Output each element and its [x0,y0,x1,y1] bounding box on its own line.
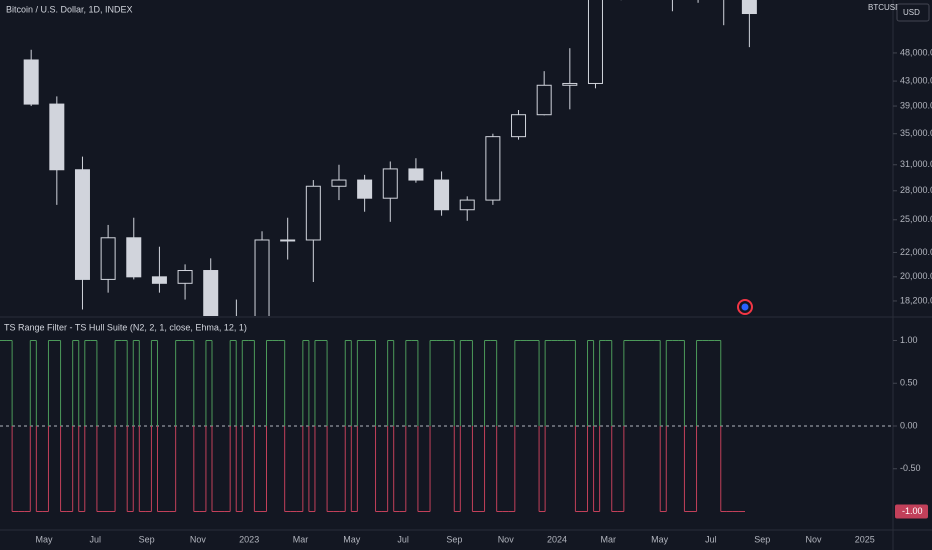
y-tick-label: 1.00 [900,335,918,345]
candle-body [741,0,757,15]
candle-body [23,59,39,105]
y-tick-label: -0.50 [900,463,921,473]
x-tick-label: Jul [90,534,102,544]
candle-body [382,168,398,199]
price-pane [23,0,757,316]
x-tick-label: 2024 [547,534,567,544]
x-tick-label: Mar [293,534,309,544]
last-value-label: -1.00 [902,506,923,516]
axes: 48,000.00 43,000.00 39,000.00 35,000.00 31,0… [35,47,932,544]
candle-body [49,103,65,171]
y-tick-label: 28,000.00 [900,185,932,195]
candle-body [203,270,219,316]
candle-body [74,169,90,280]
x-tick-label: May [35,534,53,544]
y-tick-label: 35,000.00 [900,128,932,138]
candle-body [459,199,475,211]
y-tick-label: 39,000.00 [900,100,932,110]
currency-label[interactable]: USD [903,8,920,17]
y-tick-label: 0.50 [900,378,918,388]
candle-body [126,237,142,278]
candle-body [331,179,347,187]
candle-body [408,168,424,181]
x-tick-label: Sep [446,534,462,544]
y-tick-label: 43,000.00 [900,75,932,85]
y-tick-label: 18,200.00 [900,295,932,305]
x-tick-label: May [651,534,669,544]
candle-body [254,239,270,316]
x-tick-label: Jul [705,534,717,544]
candle-body [280,239,296,242]
y-tick-label: 22,000.00 [900,247,932,257]
x-tick-label: Mar [601,534,617,544]
x-tick-label: Nov [805,534,822,544]
y-tick-label: 31,000.00 [900,159,932,169]
y-tick-label: 48,000.00 [900,47,932,57]
symbol-label: BTCUSD [868,3,901,12]
y-tick-label: 0.00 [900,420,918,430]
candle-body [357,179,373,199]
candle-body [485,136,501,201]
y-tick-label: 20,000.00 [900,271,932,281]
candle-body [305,185,321,241]
x-tick-label: Nov [498,534,515,544]
candle-body [100,237,116,280]
candle-body [587,0,603,84]
x-tick-label: Sep [754,534,770,544]
candle-body [151,276,167,284]
last-value-badge [895,504,928,519]
x-tick-label: 2025 [855,534,875,544]
x-tick-label: May [343,534,361,544]
indicator-title: TS Range Filter - TS Hull Suite (N2, 2, … [4,322,247,332]
candle-body [536,84,552,116]
x-tick-label: Nov [190,534,207,544]
x-tick-label: Sep [139,534,155,544]
currency-button[interactable] [896,3,930,22]
event-icon-core [741,303,749,311]
candle-body [434,179,450,211]
x-tick-label: Jul [397,534,409,544]
candle-body [562,82,578,86]
candle-body [177,270,193,284]
indicator-pane [0,340,893,512]
candle-body [511,114,527,138]
y-tick-label: 25,000.00 [900,214,932,224]
x-tick-label: 2023 [239,534,259,544]
symbol-title: Bitcoin / U.S. Dollar, 1D, INDEX [6,4,133,14]
